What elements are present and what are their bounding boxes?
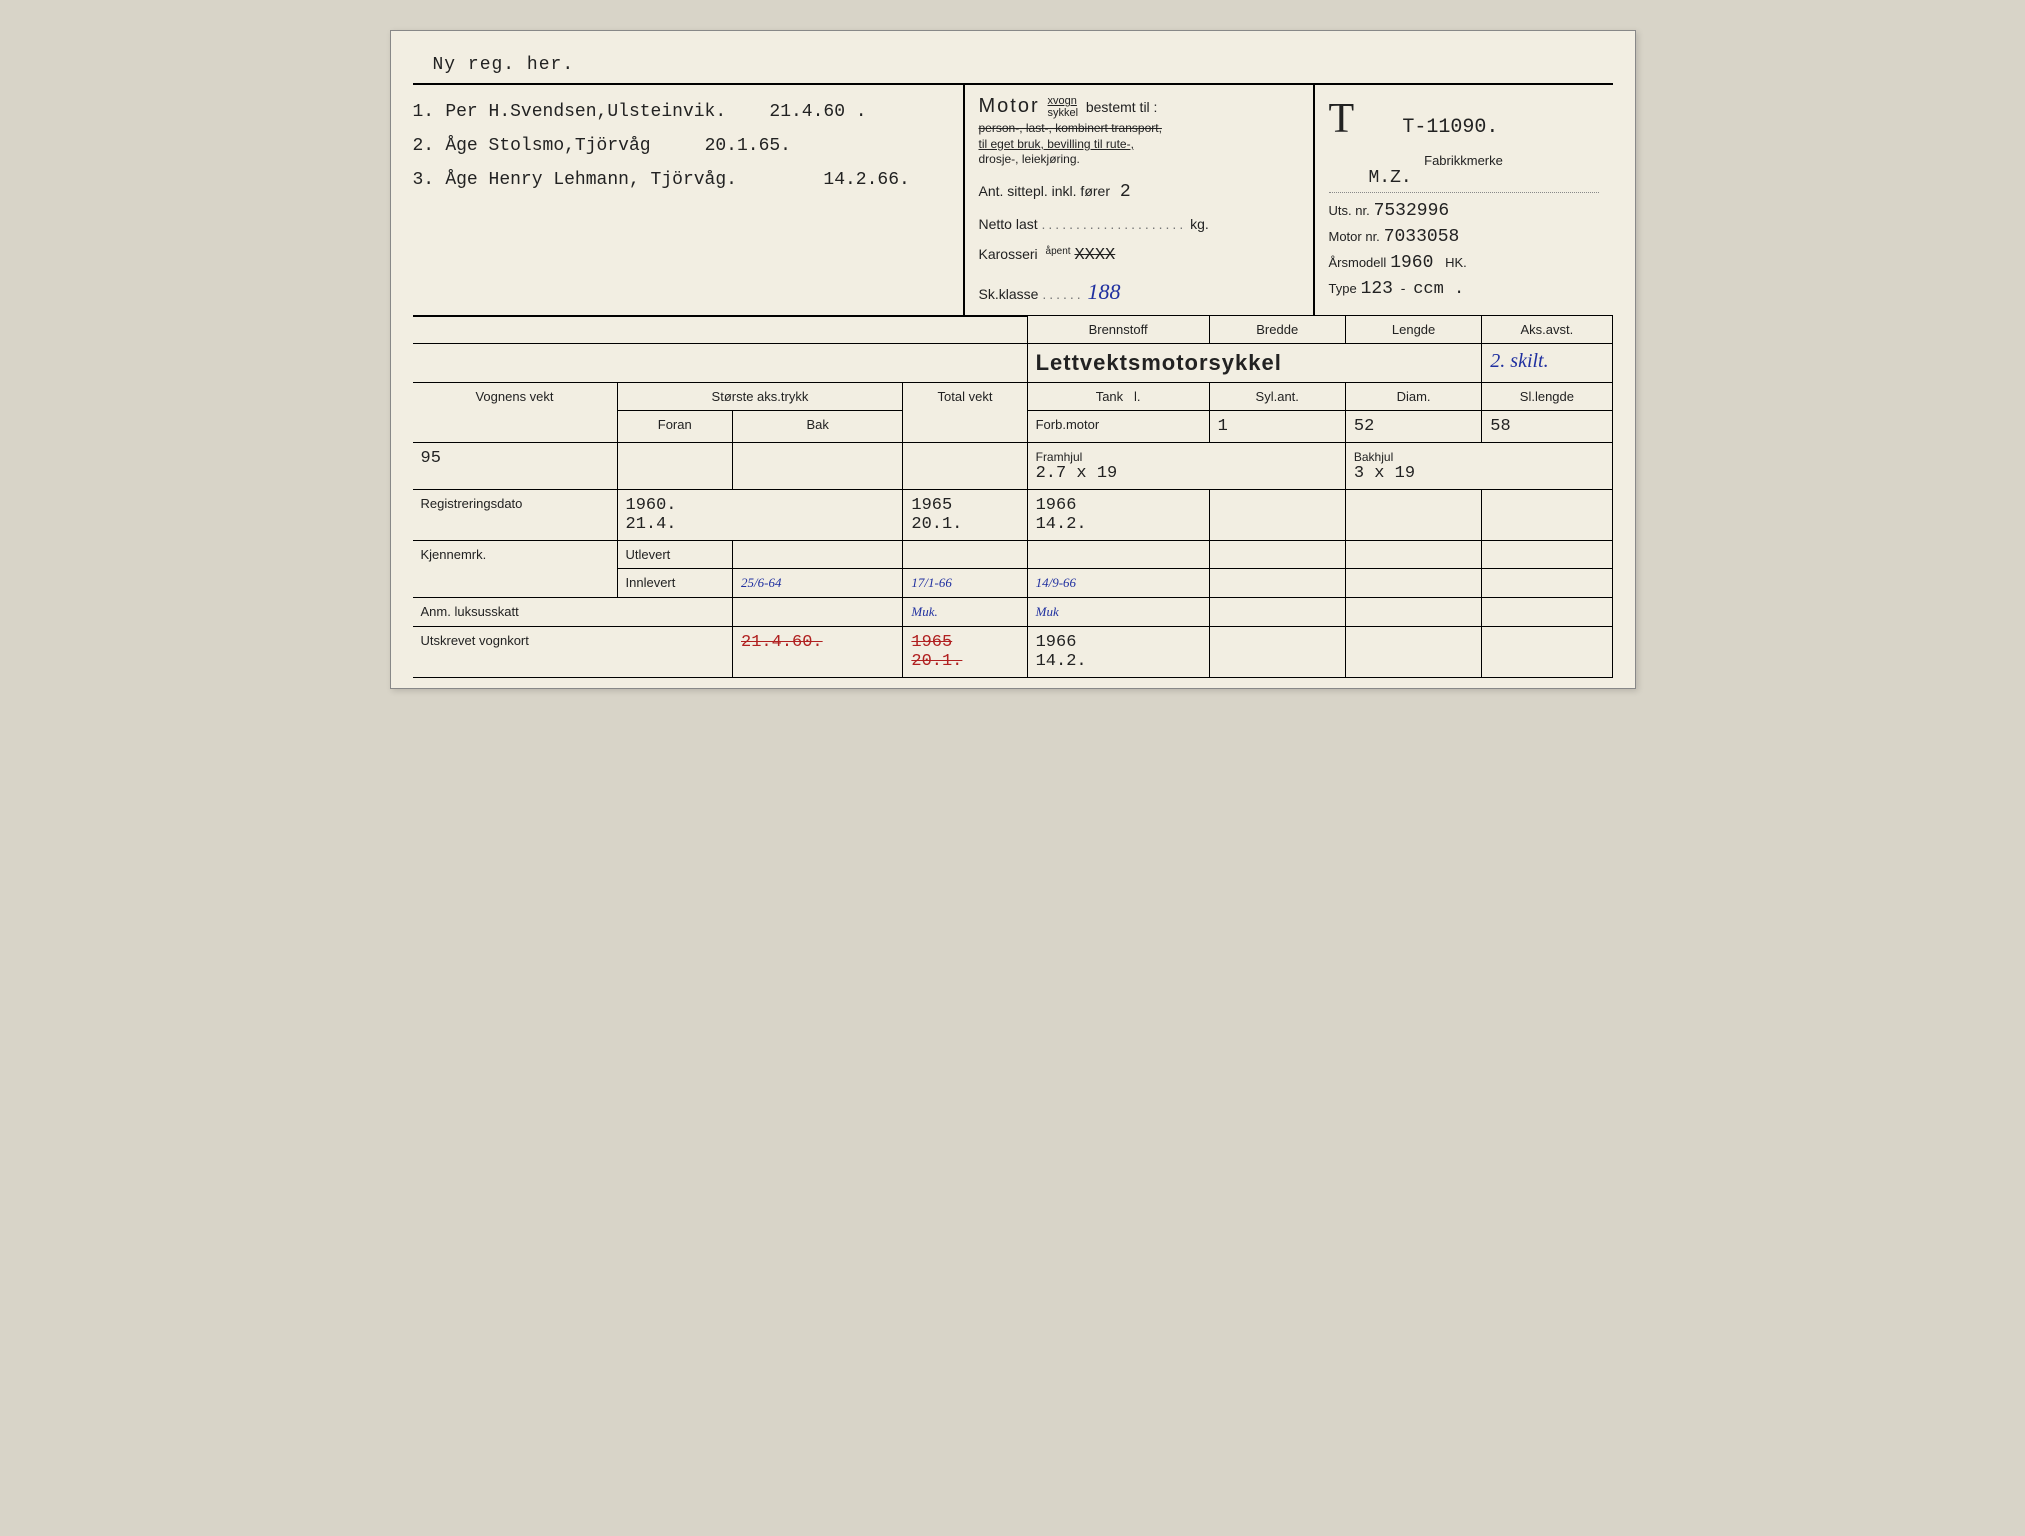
lettvekt-note: 2. skilt. (1482, 344, 1612, 383)
type-row: Type 123 - ccm . (1329, 279, 1599, 299)
owner-date: 21.4.60 . (769, 102, 866, 122)
owner-name: Per H.Svendsen,Ulsteinvik. (445, 102, 726, 122)
motor-desc: person-, last-, kombinert transport, til… (979, 121, 1299, 168)
uts-row: Uts. nr. 7532996 (1329, 201, 1599, 221)
owner-num: 1. (413, 95, 435, 129)
big-letter: T (1329, 95, 1369, 143)
regdato-row: Registreringsdato 1960. 21.4. 1965 20.1.… (413, 490, 1613, 541)
utlevert-row: Kjennemrk. Utlevert (413, 541, 1613, 569)
owners-panel: 1. Per H.Svendsen,Ulsteinvik. 21.4.60 . … (413, 85, 963, 315)
owner-name: Åge Stolsmo,Tjörvåg (445, 136, 650, 156)
spec-header-row: Vognens vekt Største aks.trykk Total vek… (413, 383, 1613, 411)
motor-sub: xvogn sykkel (1048, 95, 1079, 119)
owner-name: Åge Henry Lehmann, Tjörvåg. (445, 170, 737, 190)
motor-panel: Motor xvogn sykkel bestemt til : person-… (963, 85, 1313, 315)
netto-row: Netto last ..................... kg. (979, 216, 1299, 232)
owner-row: 2. Åge Stolsmo,Tjörvåg 20.1.65. (413, 129, 953, 163)
spec-table: Brennstoff Bredde Lengde Aks.avst. Lettv… (413, 315, 1613, 679)
seats-value: 2 (1120, 182, 1131, 202)
motornr-row: Motor nr. 7033058 (1329, 227, 1599, 247)
owner-row: 1. Per H.Svendsen,Ulsteinvik. 21.4.60 . (413, 95, 953, 129)
fabrikk-value: M.Z. (1369, 168, 1599, 188)
owner-date: 20.1.65. (705, 136, 791, 156)
header-note: Ny reg. her. (433, 55, 1613, 75)
motor-title: Motor (979, 95, 1040, 117)
utskrevet-row: Utskrevet vognkort 21.4.60. 1965 20.1. 1… (413, 627, 1613, 678)
lettvekt-row: Lettvektsmotorsykkel 2. skilt. (413, 344, 1613, 383)
weight-value-row: 95 Framhjul2.7 x 19 Bakhjul3 x 19 (413, 443, 1613, 490)
owner-num: 3. (413, 163, 435, 197)
owner-num: 2. (413, 129, 435, 163)
right-panel: T T-11090. Fabrikkmerke M.Z. Uts. nr. 75… (1313, 85, 1613, 315)
bestemt: bestemt til : (1086, 99, 1158, 115)
reg-number: T-11090. (1402, 116, 1498, 139)
skklasse-row: Sk.klasse ...... 188 (979, 279, 1299, 305)
registration-card: Ny reg. her. 1. Per H.Svendsen,Ulsteinvi… (390, 30, 1636, 689)
top-row: 1. Per H.Svendsen,Ulsteinvik. 21.4.60 . … (413, 83, 1613, 315)
owner-row: 3. Åge Henry Lehmann, Tjörvåg. 14.2.66. (413, 163, 953, 197)
karosseri-row: Karosseri åpent XXXX (979, 246, 1299, 265)
anm-row: Anm. luksusskatt Muk. Muk (413, 598, 1613, 627)
owner-date: 14.2.66. (823, 170, 909, 190)
lettvekt-label: Lettvektsmotorsykkel (1027, 344, 1482, 383)
fabrikk-label: Fabrikkmerke (1329, 153, 1599, 168)
mid-header-row: Brennstoff Bredde Lengde Aks.avst. (413, 316, 1613, 344)
seats-row: Ant. sittepl. inkl. fører 2 (979, 182, 1299, 202)
aar-row: Årsmodell 1960 HK. (1329, 253, 1599, 273)
skklasse-value: 188 (1088, 279, 1121, 304)
